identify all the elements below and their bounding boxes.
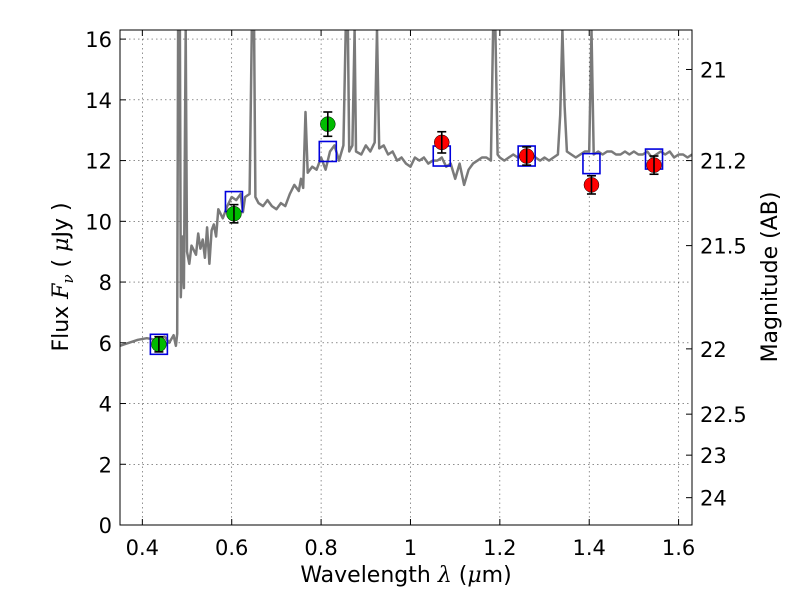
- y-tick-label: 6: [99, 332, 112, 356]
- right-axis-title: Magnitude (AB): [758, 192, 783, 363]
- y-tick-label: 2: [99, 453, 112, 477]
- spectrum-layer: [120, 30, 692, 348]
- x-tick-label: 0.6: [215, 536, 248, 560]
- y-tick-label: 14: [85, 89, 112, 113]
- x-axis-title: Wavelength λ (μm): [300, 563, 511, 588]
- x-tick-label: 1: [404, 536, 417, 560]
- x-tick-label: 1.4: [573, 536, 606, 560]
- model-box: [318, 140, 338, 163]
- y-tick-label: 0: [99, 514, 112, 538]
- x-tick-label: 0.4: [126, 536, 159, 560]
- model-box: [517, 145, 536, 167]
- data-points-layer: [151, 111, 662, 353]
- right-tick-label: 23: [700, 444, 727, 468]
- right-tick-label: 21.5: [700, 235, 747, 259]
- y-tick-label: 12: [85, 150, 112, 174]
- model-box: [582, 152, 601, 175]
- x-tick-labels: 0.4 0.6 0.8 1 1.2 1.4 1.6: [126, 536, 696, 560]
- model-box: [149, 333, 169, 356]
- grid-lines: [120, 30, 692, 526]
- y-tick-label: 4: [99, 393, 112, 417]
- x-tick-label: 1.2: [483, 536, 516, 560]
- y-tick-label: 10: [85, 210, 112, 234]
- right-tick-label: 24: [700, 487, 727, 511]
- y-tick-labels: 0 2 4 6 8 10 12 14 16: [85, 28, 112, 538]
- right-tick-label: 22.5: [700, 403, 747, 427]
- model-boxes-layer: [149, 140, 664, 356]
- plot-frame: [119, 29, 693, 526]
- y-tick-label: 16: [85, 28, 112, 52]
- axis-ticks: [120, 30, 692, 526]
- y-tick-label: 8: [99, 271, 112, 295]
- right-tick-labels: 21 21.2 21.5 22 22.5 23 24: [700, 58, 747, 510]
- y-axis-title: Flux Fν ( μJy ): [49, 202, 77, 351]
- x-tick-label: 1.6: [662, 536, 695, 560]
- x-tick-label: 0.8: [304, 536, 337, 560]
- spectrum-line: [120, 30, 692, 348]
- right-tick-label: 21: [700, 58, 727, 82]
- right-tick-label: 22: [700, 338, 727, 362]
- right-tick-label: 21.2: [700, 150, 747, 174]
